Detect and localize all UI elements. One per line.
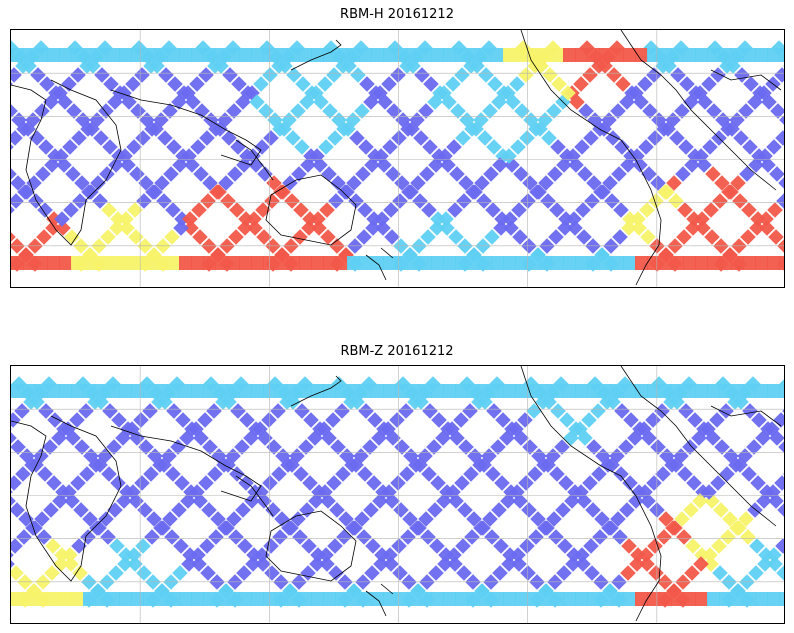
coastlines bbox=[11, 366, 782, 622]
coastlines bbox=[11, 30, 782, 286]
swath-tracks bbox=[11, 40, 784, 272]
graticule bbox=[11, 366, 784, 623]
swath-tracks bbox=[11, 376, 784, 608]
panel-title: RBM-Z 20161212 bbox=[340, 344, 454, 359]
graticule bbox=[11, 30, 784, 287]
panel-title: RBM-H 20161212 bbox=[340, 7, 454, 22]
map-plot bbox=[11, 366, 784, 623]
map-plot bbox=[11, 30, 784, 287]
map-frame bbox=[10, 29, 785, 288]
map-frame bbox=[10, 365, 785, 624]
